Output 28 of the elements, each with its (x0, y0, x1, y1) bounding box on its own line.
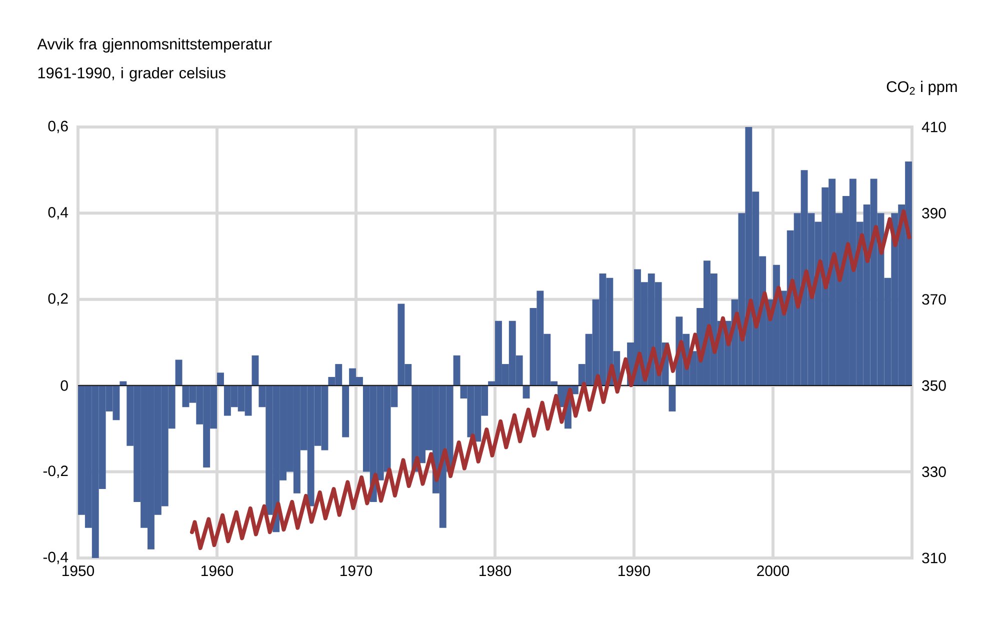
bar (217, 372, 224, 386)
y2-axis-title: CO$_{2}$ i ppm (886, 80, 957, 96)
y-tick-label: 0,6 (48, 120, 68, 134)
bar (252, 355, 259, 386)
y2-tick-label: 350 (922, 380, 946, 391)
x-tick-label: 2000 (757, 566, 790, 576)
x-tick-label: 1990 (618, 566, 650, 576)
y-tick-label: -0,2 (43, 466, 68, 478)
y-tick-label: -0,4 (43, 552, 68, 564)
line-series (190, 209, 912, 550)
y2-tick-label: 310 (922, 552, 946, 564)
x-tick-label: 1960 (202, 566, 234, 576)
bar (522, 386, 530, 399)
x-tick-label: 1980 (480, 566, 512, 576)
bar (175, 360, 182, 386)
bar (342, 386, 350, 438)
y-axis-title: Avvik fra gjennomsnittstemperatur 1961-1990, i grader celsius (37, 38, 272, 82)
y2-tick-label: 370 (922, 294, 946, 305)
y2-tick-label: 330 (922, 466, 946, 478)
y-tick-label: 0,2 (48, 293, 68, 306)
bar (668, 386, 676, 412)
y-tick-label: 0 (60, 380, 68, 391)
y2-tick-label: 410 (922, 122, 946, 132)
bar (453, 355, 460, 386)
y2-tick-label: 390 (922, 208, 946, 218)
x-tick-label: 1950 (62, 566, 94, 576)
x-tick-label: 1970 (340, 566, 372, 576)
y-tick-label: 0,4 (48, 207, 68, 220)
